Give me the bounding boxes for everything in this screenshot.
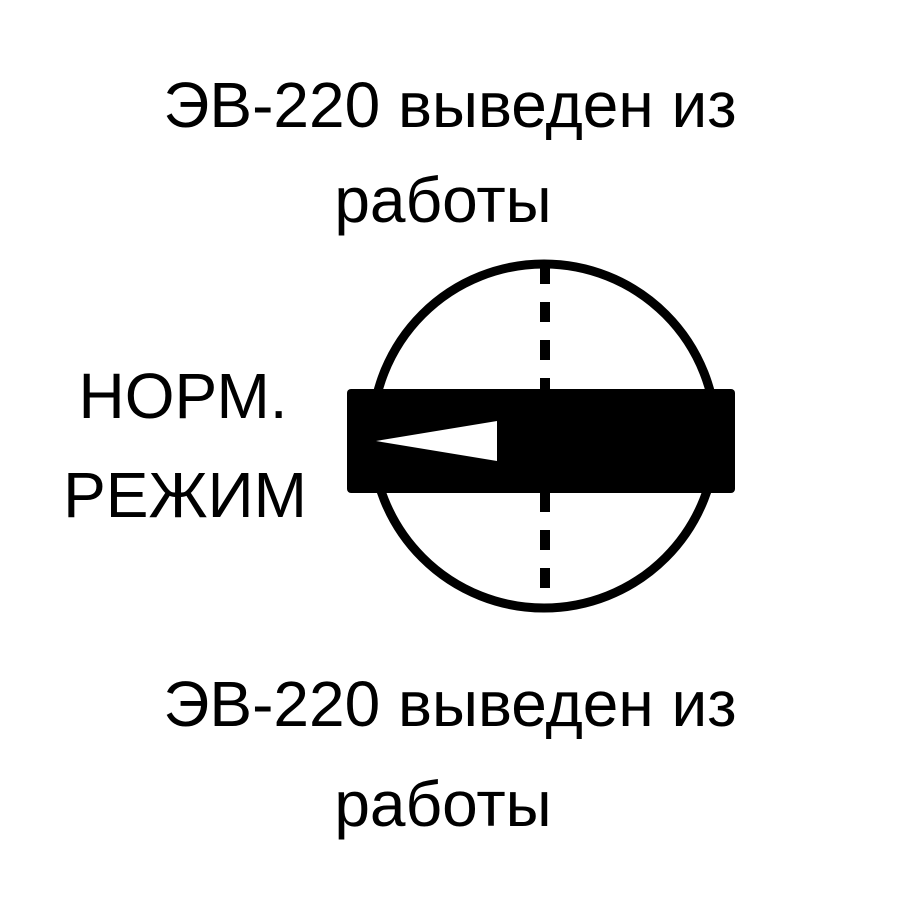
- bottom-label-line1: ЭВ-220 выведен из: [163, 668, 736, 740]
- top-label-line2: работы: [334, 164, 551, 236]
- left-label-line2: РЕЖИМ: [63, 459, 307, 531]
- switch-handle: [347, 389, 735, 493]
- pointer-arrow-icon: [376, 421, 497, 461]
- rotary-switch-icon: [347, 259, 735, 613]
- left-label-line1: НОРМ.: [78, 360, 287, 432]
- bottom-label-line2: работы: [334, 768, 551, 840]
- top-label-line1: ЭВ-220 выведен из: [163, 69, 736, 141]
